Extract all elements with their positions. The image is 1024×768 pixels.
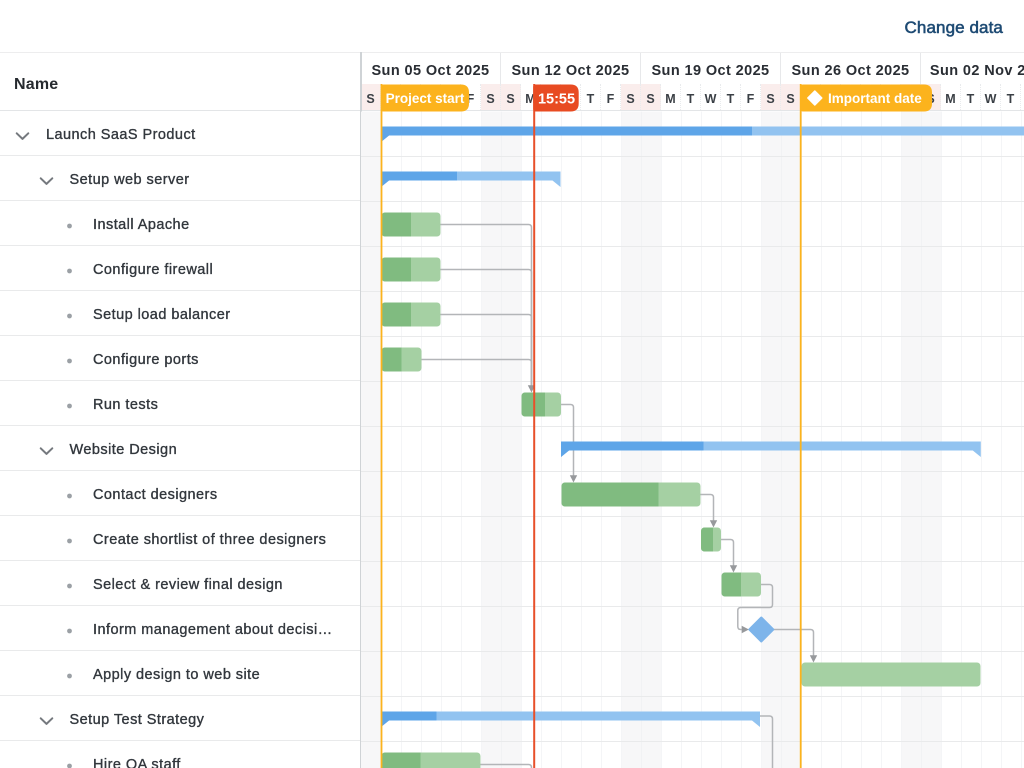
svg-text:Project start: Project start [386, 91, 465, 106]
svg-text:Important date: Important date [828, 91, 922, 106]
svg-text:15:55: 15:55 [538, 92, 575, 108]
